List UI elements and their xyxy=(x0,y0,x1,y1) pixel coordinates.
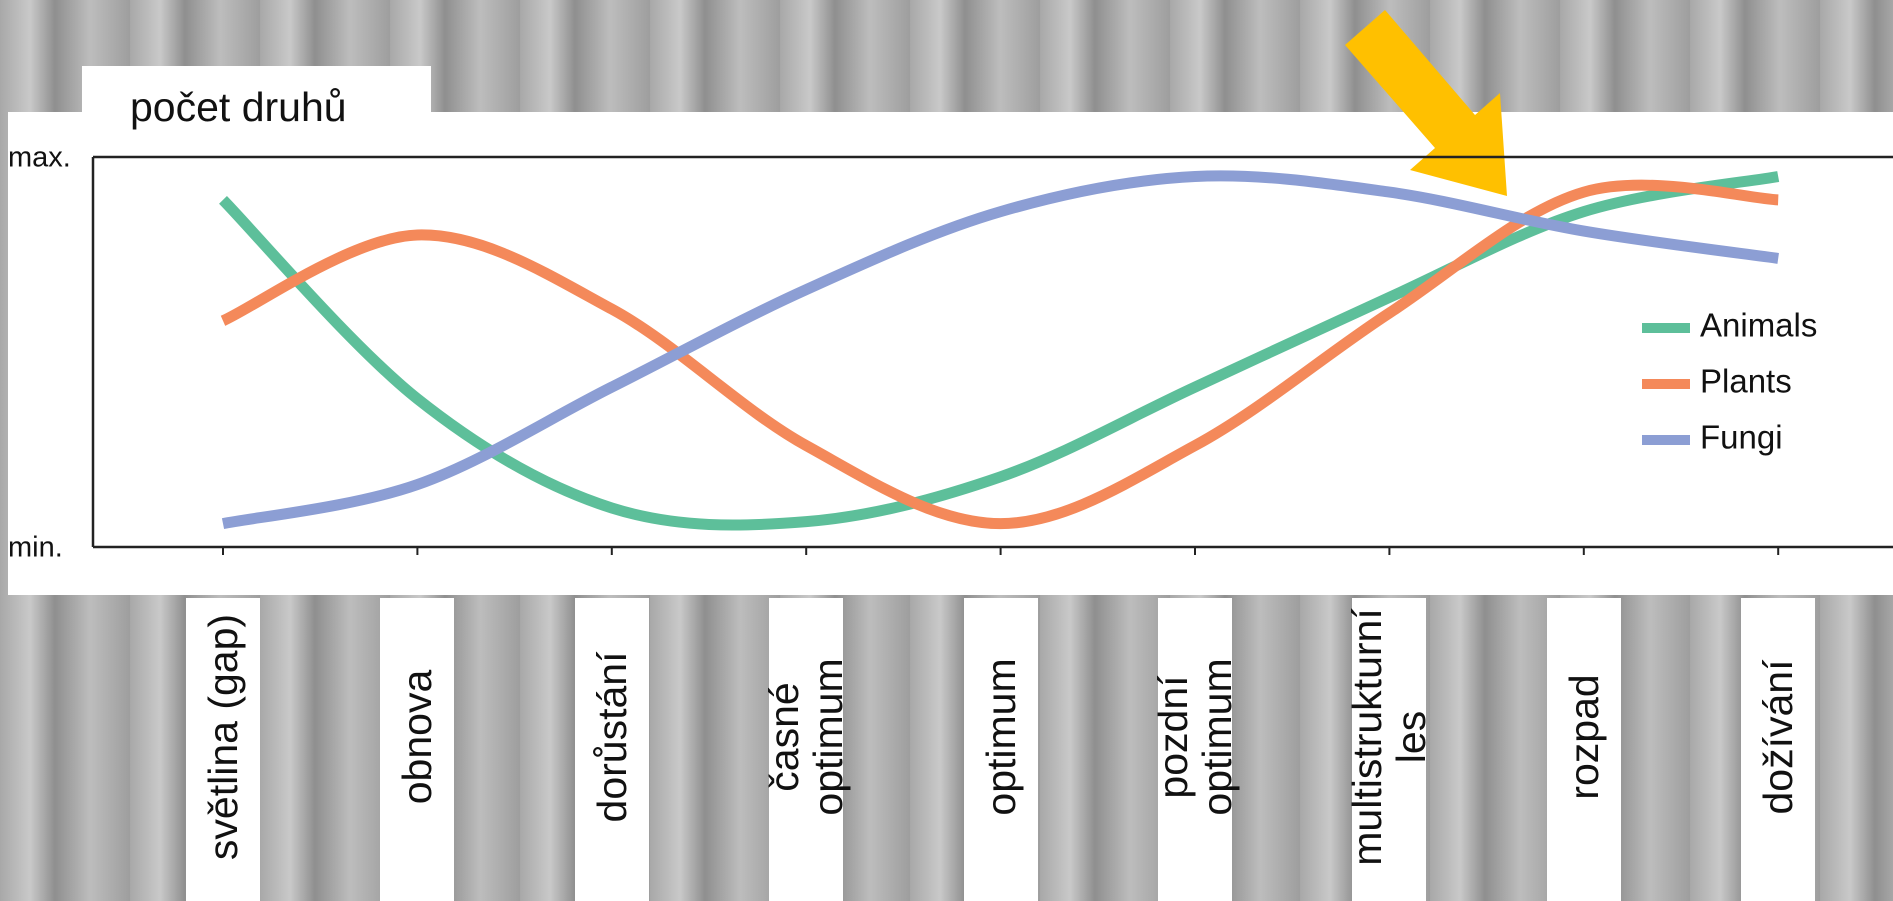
x-tick-label: světlina (gap) xyxy=(200,613,246,861)
x-tick-label: pozdní optimum xyxy=(1150,658,1240,816)
label-strip xyxy=(1352,598,1427,901)
legend-label: Fungi xyxy=(1700,419,1783,456)
x-tick-label: optimum xyxy=(977,658,1024,816)
chart-title: počet druhů xyxy=(130,84,347,130)
title-box xyxy=(82,66,431,114)
x-tick-label: dožívání xyxy=(1755,659,1802,815)
label-strip xyxy=(1546,598,1621,901)
label-strip xyxy=(769,598,844,901)
x-tick-label: multistrukturní les xyxy=(1344,608,1435,866)
label-strip xyxy=(1158,598,1232,901)
x-tick-label: rozpad xyxy=(1560,674,1607,800)
y-tick-label: max. xyxy=(8,142,71,174)
label-strip xyxy=(574,598,649,901)
arrow xyxy=(1345,10,1507,196)
series-line xyxy=(221,170,1779,529)
x-tick-label: obnova xyxy=(394,669,441,805)
series-line xyxy=(219,171,1780,531)
label-strip xyxy=(380,598,455,901)
label-strip xyxy=(963,598,1038,901)
x-tick-label: dorůstání xyxy=(588,651,635,823)
label-strip xyxy=(1741,598,1816,901)
x-tick-label: časné optimum xyxy=(761,658,852,816)
label-strip xyxy=(186,598,260,901)
legend-label: Plants xyxy=(1700,363,1792,400)
legend-label: Animals xyxy=(1700,307,1817,344)
y-tick-label: min. xyxy=(8,532,63,564)
